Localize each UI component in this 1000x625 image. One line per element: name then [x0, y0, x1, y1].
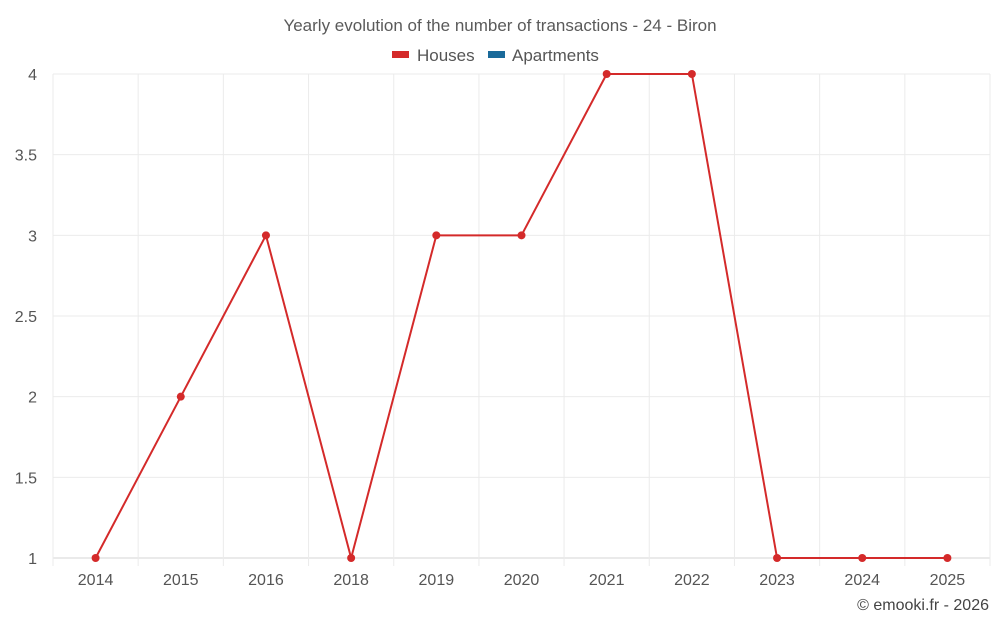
data-point-houses[interactable] [91, 554, 100, 562]
y-tick-label: 2.5 [15, 309, 37, 326]
y-tick-label: 1.5 [15, 470, 37, 487]
y-axis-ticks: 1 1.5 2 2.5 3 3.5 4 [15, 67, 37, 568]
y-tick-label: 4 [28, 67, 37, 84]
x-tick-label: 2019 [419, 572, 455, 589]
x-tick-label: 2021 [589, 572, 625, 589]
x-tick-label: 2015 [163, 572, 199, 589]
legend-label-apartments: Apartments [512, 46, 599, 65]
data-point-houses[interactable] [347, 554, 356, 562]
y-tick-label: 3 [28, 228, 37, 245]
grid [52, 73, 991, 566]
y-tick-label: 3.5 [15, 148, 37, 165]
data-point-houses[interactable] [602, 70, 611, 78]
legend: Houses Apartments [392, 46, 599, 65]
data-point-houses[interactable] [858, 554, 867, 562]
x-tick-label: 2023 [759, 572, 795, 589]
x-tick-label: 2014 [78, 572, 114, 589]
legend-swatch-houses [392, 51, 409, 58]
data-point-houses[interactable] [773, 554, 782, 562]
x-tick-label: 2018 [333, 572, 369, 589]
x-tick-label: 2025 [930, 572, 966, 589]
y-tick-label: 2 [28, 390, 37, 407]
x-axis-ticks: 2014 2015 2016 2018 2019 2020 2021 2022 2023 2024… [78, 572, 966, 589]
data-point-houses[interactable] [176, 392, 185, 401]
chart-title: Yearly evolution of the number of transa… [283, 16, 716, 35]
data-point-houses[interactable] [687, 70, 696, 78]
x-tick-label: 2020 [504, 572, 540, 589]
data-point-houses[interactable] [432, 231, 441, 240]
series-layer [91, 70, 952, 562]
x-tick-label: 2016 [248, 572, 284, 589]
legend-label-houses: Houses [417, 46, 475, 65]
x-tick-label: 2024 [844, 572, 880, 589]
data-point-houses[interactable] [943, 554, 952, 562]
y-tick-label: 1 [28, 551, 37, 568]
data-point-houses[interactable] [517, 231, 526, 240]
data-point-houses[interactable] [261, 231, 270, 240]
x-tick-label: 2022 [674, 572, 710, 589]
credit-text: © emooki.fr - 2026 [857, 597, 989, 614]
legend-swatch-apartments [488, 51, 505, 58]
